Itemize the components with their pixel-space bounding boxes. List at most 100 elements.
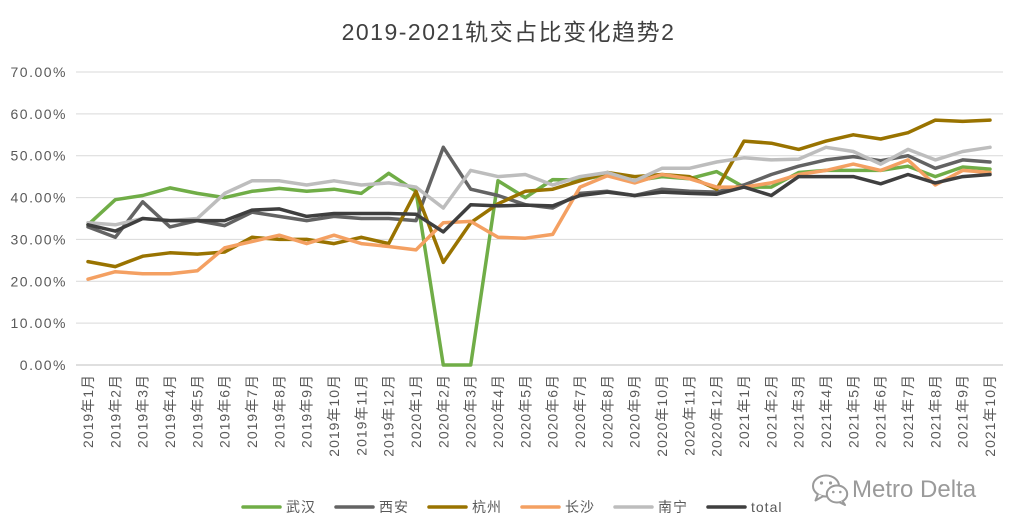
data-point xyxy=(86,277,90,281)
data-point xyxy=(223,224,227,228)
data-point xyxy=(933,166,937,170)
series-lines xyxy=(86,118,992,367)
data-point xyxy=(305,237,309,241)
x-tick-label: 2020年7月 xyxy=(572,374,588,448)
data-point xyxy=(687,166,691,170)
data-point xyxy=(141,272,145,276)
data-point xyxy=(305,189,309,193)
data-point xyxy=(988,173,992,176)
data-point xyxy=(715,192,719,196)
y-tick-label: 50.00% xyxy=(11,148,67,164)
x-tick-label: 2021年7月 xyxy=(900,374,916,448)
data-point xyxy=(988,145,992,149)
data-point xyxy=(359,212,363,215)
x-tick-label: 2020年10月 xyxy=(654,374,670,457)
data-point xyxy=(414,185,418,189)
data-point xyxy=(660,187,664,191)
data-point xyxy=(933,181,937,185)
legend-label: 西安 xyxy=(379,499,409,515)
legend-item: 杭州 xyxy=(427,499,502,515)
data-point xyxy=(578,175,582,179)
data-point xyxy=(195,269,199,273)
y-tick-label: 70.00% xyxy=(11,64,67,80)
data-point xyxy=(469,203,473,207)
data-point xyxy=(141,200,145,204)
data-point xyxy=(523,196,527,200)
data-point xyxy=(441,260,445,264)
data-point xyxy=(933,175,937,179)
data-point xyxy=(359,191,363,195)
data-point xyxy=(988,118,992,122)
data-point xyxy=(933,118,937,122)
data-point xyxy=(769,194,773,197)
data-point xyxy=(851,162,855,166)
data-point xyxy=(168,272,172,276)
data-point xyxy=(769,173,773,176)
data-point xyxy=(113,229,117,233)
y-tick-label: 40.00% xyxy=(11,190,67,206)
data-point xyxy=(141,194,145,197)
x-tick-label: 2019年1月 xyxy=(80,374,96,448)
data-point xyxy=(441,206,445,210)
x-tick-label: 2021年2月 xyxy=(763,374,779,448)
data-point xyxy=(250,189,254,193)
data-point xyxy=(277,207,281,211)
y-tick-label: 0.00% xyxy=(20,357,67,373)
data-point xyxy=(824,168,828,172)
data-point xyxy=(250,179,254,183)
data-point xyxy=(906,154,910,158)
data-point xyxy=(851,155,855,159)
x-tick-label: 2020年2月 xyxy=(435,374,451,448)
data-point xyxy=(906,131,910,135)
series-line xyxy=(86,145,992,240)
data-point xyxy=(359,242,363,246)
data-point xyxy=(824,158,828,162)
data-point xyxy=(277,233,281,237)
data-point xyxy=(141,217,145,220)
series-3 xyxy=(86,158,992,281)
data-point xyxy=(113,265,117,269)
data-point xyxy=(633,194,637,197)
x-tick-label: 2020年6月 xyxy=(545,374,561,448)
data-point xyxy=(305,242,309,246)
series-line xyxy=(86,145,992,227)
data-point xyxy=(879,168,883,172)
data-point xyxy=(441,145,445,149)
data-point xyxy=(113,235,117,239)
data-point xyxy=(879,159,883,163)
legend-item: total xyxy=(706,499,782,515)
data-point xyxy=(223,250,227,254)
data-point xyxy=(961,165,965,169)
data-point xyxy=(633,175,637,179)
data-point xyxy=(168,251,172,255)
data-point xyxy=(851,175,855,179)
data-point xyxy=(332,187,336,191)
data-point xyxy=(605,190,609,194)
data-point xyxy=(441,221,445,225)
data-point xyxy=(414,248,418,252)
legend-label: 武汉 xyxy=(286,499,316,515)
series-line xyxy=(86,172,992,234)
legend-label: 南宁 xyxy=(658,499,688,515)
data-point xyxy=(933,158,937,162)
legend-label: 杭州 xyxy=(472,499,502,515)
data-point xyxy=(387,245,391,248)
data-point xyxy=(250,235,254,239)
legend-label: total xyxy=(751,499,782,515)
data-point xyxy=(961,150,965,153)
x-tick-label: 2019年4月 xyxy=(162,374,178,448)
gridlines xyxy=(76,71,1003,366)
data-point xyxy=(660,166,664,170)
series-line xyxy=(86,158,992,281)
data-point xyxy=(523,173,527,176)
data-point xyxy=(250,240,254,243)
data-point xyxy=(332,233,336,237)
data-point xyxy=(277,214,281,218)
data-point xyxy=(961,158,965,162)
data-point xyxy=(797,175,801,179)
data-point xyxy=(387,217,391,220)
data-point xyxy=(523,203,527,207)
x-tick-label: 2021年6月 xyxy=(873,374,889,448)
data-point xyxy=(906,158,910,162)
